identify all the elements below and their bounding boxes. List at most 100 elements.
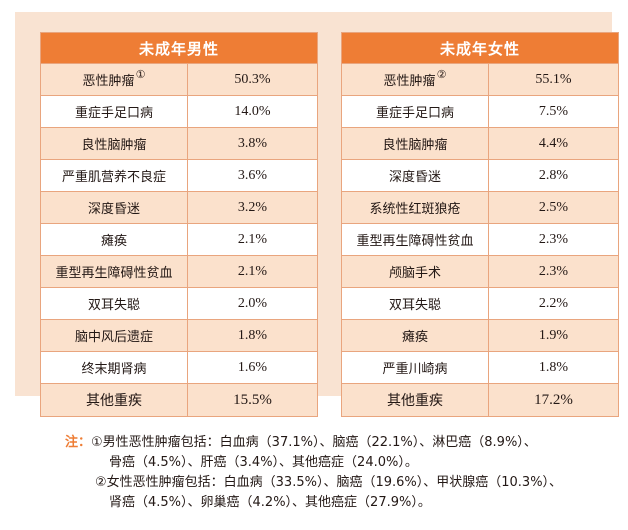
disease-name-cell: 重症手足口病 <box>41 96 188 127</box>
disease-name-cell: 终末期肾病 <box>41 352 188 383</box>
percentage-cell: 3.8% <box>237 135 268 151</box>
note-line-4: 肾癌（4.5%）、卵巢癌（4.2%）、其他癌症（27.9%）。 <box>109 495 431 510</box>
note-line-1: 注：①男性恶性肿瘤包括：白血病（37.1%）、脑癌（22.1%）、淋巴癌（8.9… <box>65 433 537 453</box>
table-row: 瘫痪 1.9% <box>342 319 618 351</box>
disease-name-cell: 双耳失聪 <box>342 288 489 319</box>
note-line-2: 骨癌（4.5%）、肝癌（3.4%）、其他癌症（24.0%）。 <box>109 455 418 470</box>
disease-name: 终末期肾病 <box>81 362 147 377</box>
male-table: 未成年男性 恶性肿瘤 ① 50.3% 重症手足口病 14.0% 良性脑肿瘤 3.8% 严重肌营… <box>40 32 318 417</box>
percentage-cell: 2.3% <box>538 231 569 247</box>
disease-name-cell: 脑中风后遗症 <box>41 320 188 351</box>
disease-name-cell: 双耳失聪 <box>41 288 188 319</box>
percentage-cell: 1.8% <box>538 359 569 375</box>
disease-name: 重型再生障碍性贫血 <box>55 266 173 281</box>
percentage-cell: 2.0% <box>237 295 268 311</box>
note-line-1-text: ①男性恶性肿瘤包括：白血病（37.1%）、脑癌（22.1%）、淋巴癌（8.9%）… <box>91 435 537 450</box>
percentage-cell: 7.5% <box>538 103 569 119</box>
table-row: 瘫痪 2.1% <box>41 223 317 255</box>
disease-name: 严重肌营养不良症 <box>61 170 166 185</box>
disease-name: 其他重疾 <box>387 393 443 409</box>
percentage-cell: 1.9% <box>538 327 569 343</box>
percentage-cell: 2.5% <box>538 199 569 215</box>
disease-name-cell: 瘫痪 <box>342 320 489 351</box>
note-line-3: ②女性恶性肿瘤包括：白血病（33.5%）、脑癌（19.6%）、甲状腺癌（10.3… <box>95 475 563 490</box>
percentage-cell: 50.3% <box>234 71 271 87</box>
table-row: 恶性肿瘤 ① 50.3% <box>41 63 317 95</box>
disease-name-cell: 瘫痪 <box>41 224 188 255</box>
table-row: 重症手足口病 7.5% <box>342 95 618 127</box>
table-row: 脑中风后遗症 1.8% <box>41 319 317 351</box>
disease-name-cell: 深度昏迷 <box>41 192 188 223</box>
table-row: 良性脑肿瘤 3.8% <box>41 127 317 159</box>
female-table: 未成年女性 恶性肿瘤 ② 55.1% 重症手足口病 7.5% 良性脑肿瘤 4.4% 深度昏迷 2… <box>341 32 619 417</box>
disease-name-cell: 重型再生障碍性贫血 <box>41 256 188 287</box>
male-table-rows: 恶性肿瘤 ① 50.3% 重症手足口病 14.0% 良性脑肿瘤 3.8% 严重肌营养不良症 3.… <box>41 63 317 416</box>
disease-name: 恶性肿瘤 <box>82 74 135 89</box>
note-label: 注： <box>65 435 92 450</box>
table-row: 系统性红斑狼疮 2.5% <box>342 191 618 223</box>
percentage-cell: 14.0% <box>234 103 271 119</box>
disease-name-cell: 深度昏迷 <box>342 160 489 191</box>
percentage-cell: 4.4% <box>538 135 569 151</box>
disease-name: 重症手足口病 <box>375 106 454 121</box>
disease-name: 其他重疾 <box>86 393 142 409</box>
female-table-rows: 恶性肿瘤 ② 55.1% 重症手足口病 7.5% 良性脑肿瘤 4.4% 深度昏迷 2.8% 系统性… <box>342 63 618 416</box>
table-row: 良性脑肿瘤 4.4% <box>342 127 618 159</box>
disease-name: 颅脑手术 <box>388 266 441 281</box>
disease-name-cell: 恶性肿瘤 ② <box>342 64 489 95</box>
disease-name-cell: 重症手足口病 <box>342 96 489 127</box>
disease-name: 瘫痪 <box>100 234 127 249</box>
disease-name: 脑中风后遗症 <box>74 330 153 345</box>
table-row: 深度昏迷 2.8% <box>342 159 618 191</box>
disease-name-cell: 颅脑手术 <box>342 256 489 287</box>
table-row: 终末期肾病 1.6% <box>41 351 317 383</box>
percentage-cell: 1.8% <box>237 327 268 343</box>
table-row: 深度昏迷 3.2% <box>41 191 317 223</box>
table-row: 重型再生障碍性贫血 2.3% <box>342 223 618 255</box>
table-row: 严重川崎病 1.8% <box>342 351 618 383</box>
footnote-mark: ② <box>436 68 447 81</box>
disease-name: 双耳失聪 <box>87 298 140 313</box>
table-row: 其他重疾 17.2% <box>342 383 618 416</box>
disease-name-cell: 良性脑肿瘤 <box>342 128 489 159</box>
disease-name: 重症手足口病 <box>74 106 153 121</box>
percentage-cell: 55.1% <box>535 71 572 87</box>
disease-name: 重型再生障碍性贫血 <box>356 234 474 249</box>
disease-name-cell: 严重川崎病 <box>342 352 489 383</box>
disease-name-cell: 恶性肿瘤 ① <box>41 64 188 95</box>
disease-name-cell: 良性脑肿瘤 <box>41 128 188 159</box>
table-row: 严重肌营养不良症 3.6% <box>41 159 317 191</box>
percentage-cell: 1.6% <box>237 359 268 375</box>
table-row: 重症手足口病 14.0% <box>41 95 317 127</box>
disease-name: 瘫痪 <box>401 330 428 345</box>
disease-name: 深度昏迷 <box>87 202 140 217</box>
table-row: 其他重疾 15.5% <box>41 383 317 416</box>
table-row: 恶性肿瘤 ② 55.1% <box>342 63 618 95</box>
percentage-cell: 2.1% <box>237 263 268 279</box>
percentage-cell: 2.1% <box>237 231 268 247</box>
disease-name-cell: 重型再生障碍性贫血 <box>342 224 489 255</box>
disease-name-cell: 其他重疾 <box>342 384 489 416</box>
female-table-title: 未成年女性 <box>342 33 618 63</box>
tables-panel: 未成年男性 恶性肿瘤 ① 50.3% 重症手足口病 14.0% 良性脑肿瘤 3.8% 严重肌营… <box>15 12 619 417</box>
percentage-cell: 17.2% <box>534 391 573 408</box>
percentage-cell: 2.3% <box>538 263 569 279</box>
disease-name: 深度昏迷 <box>388 170 441 185</box>
percentage-cell: 3.6% <box>237 167 268 183</box>
percentage-cell: 2.2% <box>538 295 569 311</box>
table-row: 双耳失聪 2.0% <box>41 287 317 319</box>
percentage-cell: 2.8% <box>538 167 569 183</box>
disease-name-cell: 系统性红斑狼疮 <box>342 192 489 223</box>
disease-name: 良性脑肿瘤 <box>81 138 147 153</box>
percentage-cell: 15.5% <box>233 391 272 408</box>
disease-name-cell: 严重肌营养不良症 <box>41 160 188 191</box>
table-row: 双耳失聪 2.2% <box>342 287 618 319</box>
percentage-cell: 3.2% <box>237 199 268 215</box>
footnote-mark: ① <box>135 68 146 81</box>
disease-name-cell: 其他重疾 <box>41 384 188 416</box>
disease-name: 恶性肿瘤 <box>383 74 436 89</box>
disease-name: 双耳失聪 <box>388 298 441 313</box>
disease-name: 严重川崎病 <box>382 362 448 377</box>
male-table-title: 未成年男性 <box>41 33 317 63</box>
disease-name: 系统性红斑狼疮 <box>369 202 461 217</box>
